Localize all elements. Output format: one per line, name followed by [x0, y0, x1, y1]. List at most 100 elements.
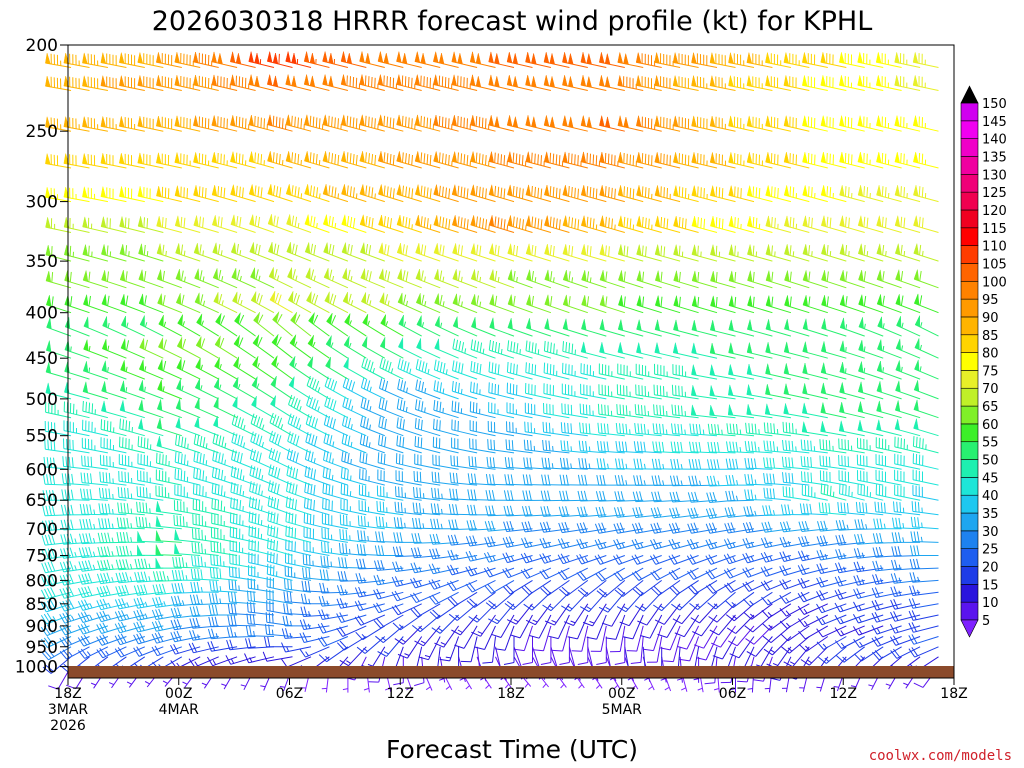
wind-barb	[414, 625, 441, 647]
wind-barb	[136, 486, 164, 501]
wind-barb	[317, 622, 349, 634]
wind-barb	[760, 579, 792, 591]
wind-barb	[650, 522, 681, 534]
x-tick-label: 00Z	[608, 686, 635, 702]
wind-barb	[454, 625, 478, 649]
colorbar-label: 55	[982, 436, 999, 451]
wind-barb	[318, 595, 348, 607]
wind-barb	[321, 541, 348, 556]
wind-barb	[816, 549, 847, 561]
wind-barb	[525, 603, 552, 626]
wind-barb	[835, 646, 865, 663]
wind-barb	[410, 591, 441, 604]
wind-barb	[376, 485, 404, 501]
credit-text: coolwx.com/models	[869, 748, 1012, 764]
wind-barb	[174, 529, 201, 543]
wind-barb	[567, 614, 589, 640]
colorbar-label: 140	[982, 133, 1007, 148]
colorbar-label: 110	[982, 240, 1007, 255]
x-tick-label: 06Z	[276, 686, 303, 702]
wind-barb	[303, 512, 330, 530]
wind-barb	[267, 538, 293, 556]
wind-barb	[151, 632, 182, 644]
wind-barb	[318, 646, 349, 663]
wind-barb	[468, 603, 496, 623]
wind-barb	[707, 591, 736, 610]
wind-barb	[133, 597, 164, 609]
wind-barb	[539, 537, 570, 549]
wind-barb	[892, 517, 921, 530]
wind-barb	[679, 636, 700, 662]
colorbar-label: 65	[982, 400, 999, 415]
wind-barb	[650, 567, 681, 581]
wind-barb	[428, 579, 459, 590]
wind-barb	[873, 518, 902, 530]
wind-barb	[522, 636, 533, 665]
wind-barb	[590, 625, 607, 652]
colorbar-segment	[960, 459, 979, 478]
wind-barb	[529, 614, 552, 639]
wind-barb	[779, 614, 810, 629]
wind-barb	[686, 554, 718, 565]
wind-barb	[447, 534, 478, 546]
wind-barb	[285, 552, 312, 569]
wind-barb	[133, 632, 164, 645]
wind-barb	[548, 614, 570, 640]
wind-barb	[192, 483, 219, 501]
wind-barb	[761, 614, 792, 631]
wind-barb	[649, 554, 681, 565]
wind-barb	[174, 484, 201, 501]
colorbar-label: 90	[982, 311, 999, 326]
wind-barb	[428, 591, 459, 605]
wind-barb	[818, 502, 847, 516]
wind-barb	[77, 599, 109, 611]
wind-barb	[173, 500, 201, 516]
colorbar-label: 100	[982, 275, 1007, 290]
wind-barb	[540, 636, 552, 665]
colorbar-label: 30	[982, 525, 999, 540]
colorbar-segment	[960, 601, 979, 621]
wind-barb	[687, 567, 718, 580]
wind-barb	[502, 552, 533, 564]
wind-barb	[358, 500, 385, 516]
wind-barb	[797, 550, 828, 562]
wind-barb	[229, 553, 256, 569]
wind-barb	[410, 547, 441, 559]
wind-barb	[206, 656, 238, 667]
wind-barb	[890, 586, 921, 597]
wind-barb	[712, 636, 736, 660]
wind-barb	[210, 527, 238, 543]
x-tick-label: 18Z	[497, 686, 524, 702]
wind-barb	[668, 567, 699, 581]
wind-barb	[59, 635, 90, 648]
wind-barb	[745, 625, 773, 645]
wind-barb	[631, 522, 662, 534]
wind-barb	[657, 614, 681, 638]
wind-barb	[317, 636, 349, 647]
colorbar-segment	[960, 174, 979, 193]
wind-barb	[483, 566, 515, 578]
wind-barb	[669, 507, 699, 519]
wind-barb	[539, 521, 570, 533]
wind-barb	[491, 614, 515, 638]
x-axis-label: Forecast Time (UTC)	[386, 735, 638, 764]
wind-barb	[267, 495, 293, 516]
y-axis: 200 250 300 350 400 450 500 550 600 650 700 750 800 8…	[15, 36, 68, 678]
x-tick-label: 06Z	[719, 686, 746, 702]
wind-barb	[601, 603, 626, 627]
colorbar-segment	[960, 423, 979, 443]
wind-barb	[660, 625, 681, 651]
wind-barb	[891, 532, 921, 543]
wind-barb	[724, 579, 755, 593]
wind-barb	[465, 535, 496, 547]
wind-barb	[96, 622, 127, 634]
wind-barb	[230, 497, 256, 516]
wind-barb	[336, 584, 367, 596]
wind-barb	[410, 603, 441, 618]
wind-barb	[725, 591, 755, 609]
wind-barb	[299, 619, 330, 630]
wind-barb	[299, 632, 330, 643]
wind-barb	[760, 551, 792, 563]
wind-barb	[465, 579, 496, 593]
colorbar-segment	[960, 530, 979, 549]
